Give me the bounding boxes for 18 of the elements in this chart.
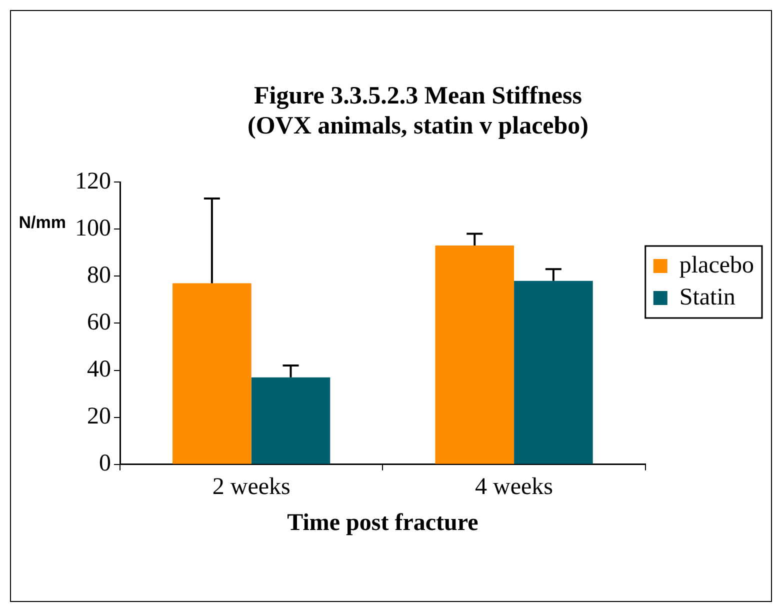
x-tick-label: 2 weeks: [212, 474, 290, 500]
bar: [514, 280, 593, 464]
y-tick-label: 120: [75, 168, 111, 194]
bar: [435, 246, 514, 464]
y-tick-label: 80: [87, 262, 111, 288]
y-tick-label: 20: [87, 404, 111, 430]
y-tick-label: 0: [99, 450, 111, 477]
legend-label: placebo: [679, 252, 754, 278]
x-tick-label: 4 weeks: [475, 474, 554, 500]
legend-label: Statin: [679, 284, 736, 310]
y-tick-label: 60: [87, 309, 111, 336]
bar: [251, 377, 330, 464]
y-tick-label: 40: [87, 356, 111, 383]
bar: [172, 283, 252, 464]
x-axis-title: Time post fracture: [287, 510, 479, 536]
y-tick-label: 100: [75, 215, 111, 242]
chart-title: Figure 3.3.5.2.3 Mean Stiffness (OVX animals, statin v placebo): [248, 82, 588, 140]
y-axis-title: N/mm: [18, 212, 66, 232]
